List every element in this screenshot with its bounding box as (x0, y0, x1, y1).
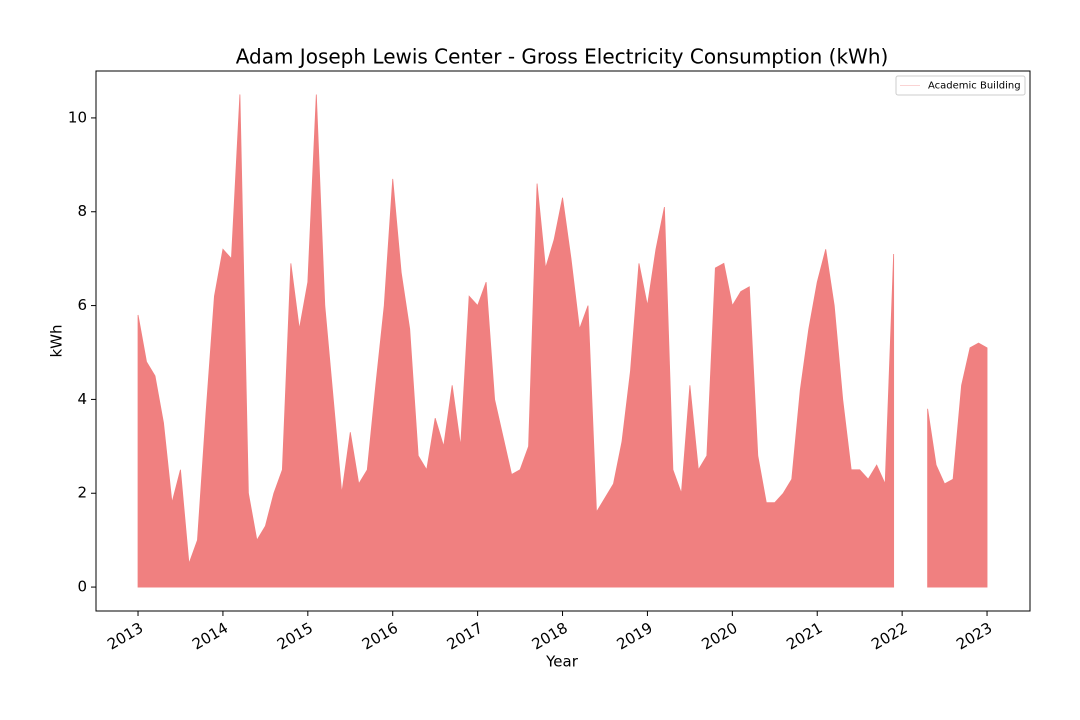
x-tick-label: 2021 (783, 619, 825, 654)
x-tick-label: 2017 (444, 619, 486, 654)
x-tick-label: 2023 (953, 619, 995, 654)
y-tick-label: 0 (77, 578, 87, 596)
y-tick-label: 2 (77, 484, 87, 502)
x-tick-label: 2018 (529, 619, 571, 654)
legend-box (895, 75, 1026, 96)
y-tick-label: 10 (68, 108, 87, 126)
x-axis-label: Year (545, 653, 579, 671)
y-axis-label: kWh (48, 324, 66, 357)
x-tick-label: 2014 (189, 619, 231, 654)
y-tick-label: 8 (77, 202, 87, 220)
x-tick-label: 2019 (614, 619, 656, 654)
x-tick-label: 2013 (104, 619, 146, 654)
area (137, 94, 988, 588)
x-tick-label: 2020 (699, 619, 741, 654)
x-tick-label: 2015 (274, 619, 316, 654)
legend-label: Academic Building (928, 81, 1021, 92)
x-tick-label: 2016 (359, 619, 401, 654)
y-tick-label: 4 (77, 390, 87, 408)
chart-title: Adam Joseph Lewis Center - Gross Electri… (236, 45, 889, 69)
x-tick-label: 2022 (868, 619, 910, 654)
y-tick-label: 6 (77, 296, 87, 314)
